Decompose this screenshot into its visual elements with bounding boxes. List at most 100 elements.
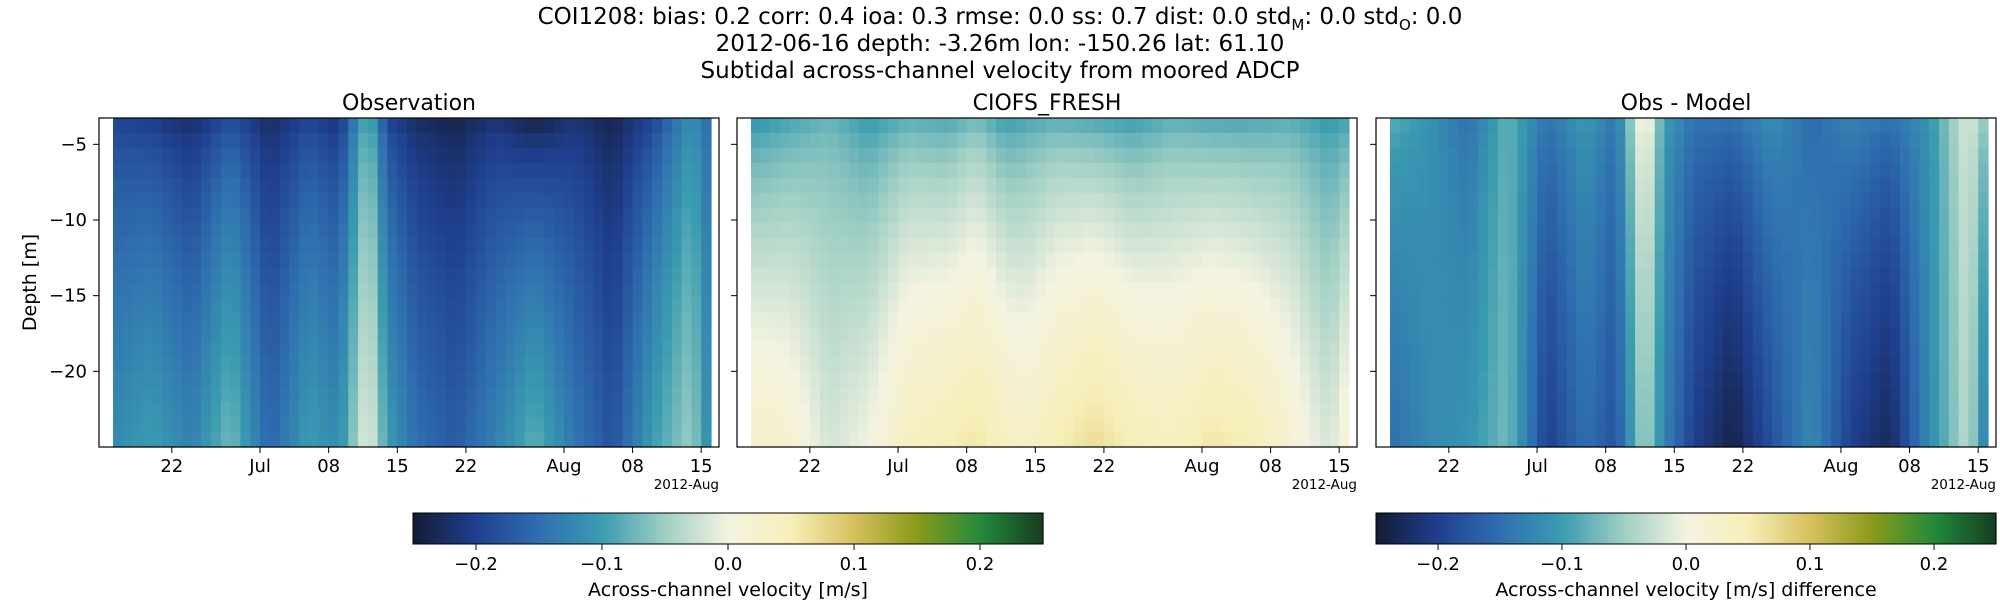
- heatmap-cell: [534, 342, 545, 358]
- heatmap-cell: [1152, 132, 1164, 149]
- heatmap-cell: [367, 312, 379, 328]
- heatmap-cell: [1299, 132, 1311, 149]
- heatmap-cell: [1586, 237, 1597, 254]
- heatmap-cell: [1674, 282, 1685, 299]
- heatmap-cell: [976, 372, 987, 388]
- heatmap-cell: [1015, 387, 1027, 403]
- heatmap-cell: [1870, 237, 1881, 254]
- heatmap-cell: [573, 222, 585, 239]
- heatmap-cell: [397, 147, 408, 164]
- heatmap-cell: [819, 297, 831, 313]
- heatmap-cell: [1733, 372, 1744, 388]
- heatmap-cell: [1329, 327, 1340, 343]
- heatmap-cell: [269, 222, 281, 239]
- heatmap-cell: [348, 252, 359, 269]
- heatmap-cell: [1742, 177, 1754, 194]
- heatmap-cell: [1605, 162, 1617, 179]
- heatmap-cell: [671, 267, 683, 284]
- heatmap-cell: [937, 207, 948, 224]
- heatmap-cell: [1938, 207, 1950, 224]
- heatmap-cell: [162, 162, 173, 179]
- heatmap-cell: [1733, 147, 1744, 164]
- heatmap-cell: [1045, 132, 1056, 149]
- heatmap-cell: [485, 192, 496, 209]
- colorbar-swatch: [545, 513, 550, 544]
- heatmap-cell: [947, 222, 958, 239]
- heatmap-cell: [113, 417, 124, 433]
- heatmap-cell: [917, 297, 929, 313]
- heatmap-cell: [1182, 312, 1193, 328]
- heatmap-cell: [652, 312, 663, 328]
- heatmap-cell: [1478, 297, 1489, 313]
- heatmap-cell: [1821, 282, 1832, 299]
- colorbar-swatch: [992, 513, 997, 544]
- heatmap-cell: [1439, 402, 1450, 418]
- heatmap-cell: [1172, 237, 1183, 254]
- colorbar-swatch: [1729, 513, 1734, 544]
- heatmap-cell: [1811, 402, 1822, 418]
- colorbar-swatch: [879, 513, 883, 544]
- heatmap-cell: [1162, 312, 1174, 328]
- heatmap-cell: [554, 417, 565, 433]
- heatmap-cell: [191, 342, 202, 358]
- heatmap-cell: [1084, 297, 1095, 313]
- heatmap-cell: [1713, 162, 1724, 179]
- heatmap-cell: [976, 132, 987, 149]
- heatmap-cell: [220, 432, 232, 448]
- heatmap-cell: [1605, 357, 1617, 373]
- colorbar-swatch: [1772, 513, 1777, 544]
- heatmap-cell: [554, 118, 565, 134]
- heatmap-cell: [1595, 357, 1607, 373]
- heatmap-cell: [593, 402, 604, 418]
- heatmap-cell: [1684, 222, 1695, 239]
- heatmap-cell: [868, 132, 880, 149]
- heatmap-cell: [1919, 402, 1930, 418]
- colorbar-swatch: [1425, 513, 1430, 544]
- heatmap-cell: [1005, 357, 1017, 373]
- heatmap-cell: [1270, 177, 1281, 194]
- header-sub-o: O: [1399, 16, 1411, 34]
- heatmap-cell: [1654, 402, 1666, 418]
- heatmap-cell: [1478, 417, 1489, 433]
- heatmap-cell: [1566, 237, 1577, 254]
- heatmap-cell: [1693, 207, 1705, 224]
- heatmap-cell: [1221, 177, 1232, 194]
- heatmap-cell: [426, 387, 438, 403]
- heatmap-cell: [1123, 432, 1134, 448]
- heatmap-cell: [377, 327, 389, 343]
- heatmap-cell: [1074, 118, 1085, 134]
- heatmap-cell: [1448, 267, 1460, 284]
- panel-title: Obs - Model: [1621, 91, 1752, 116]
- heatmap-cell: [583, 432, 594, 448]
- heatmap-cell: [671, 237, 683, 254]
- colorbar-swatch: [1989, 513, 1994, 544]
- heatmap-cell: [780, 177, 791, 194]
- heatmap-cell: [1762, 222, 1773, 239]
- colorbar-swatch: [939, 513, 943, 544]
- colorbar-swatch: [482, 513, 487, 544]
- heatmap-cell: [1241, 118, 1252, 134]
- heatmap-cell: [1821, 147, 1832, 164]
- heatmap-cell: [966, 387, 978, 403]
- heatmap-cell: [397, 132, 408, 149]
- heatmap-cell: [1527, 252, 1538, 269]
- heatmap-cell: [485, 177, 496, 194]
- heatmap-cell: [367, 222, 379, 239]
- heatmap-cell: [1615, 177, 1626, 194]
- heatmap-cell: [1045, 192, 1056, 209]
- heatmap-cell: [1458, 432, 1470, 448]
- heatmap-cell: [554, 372, 565, 388]
- heatmap-cell: [377, 147, 389, 164]
- heatmap-cell: [1192, 342, 1203, 358]
- heatmap-cell: [1909, 312, 1920, 328]
- heatmap-cell: [966, 312, 978, 328]
- heatmap-cell: [1860, 118, 1871, 134]
- heatmap-cell: [612, 118, 624, 134]
- heatmap-cell: [800, 432, 811, 448]
- colorbar-swatch: [923, 513, 928, 544]
- colorbar-swatch: [737, 513, 742, 544]
- heatmap-cell: [338, 192, 349, 209]
- heatmap-cell: [387, 402, 398, 418]
- heatmap-cell: [162, 132, 173, 149]
